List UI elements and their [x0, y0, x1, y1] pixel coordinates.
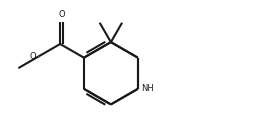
Text: O: O [30, 52, 36, 61]
Text: NH: NH [141, 84, 154, 93]
Text: O: O [58, 10, 65, 19]
